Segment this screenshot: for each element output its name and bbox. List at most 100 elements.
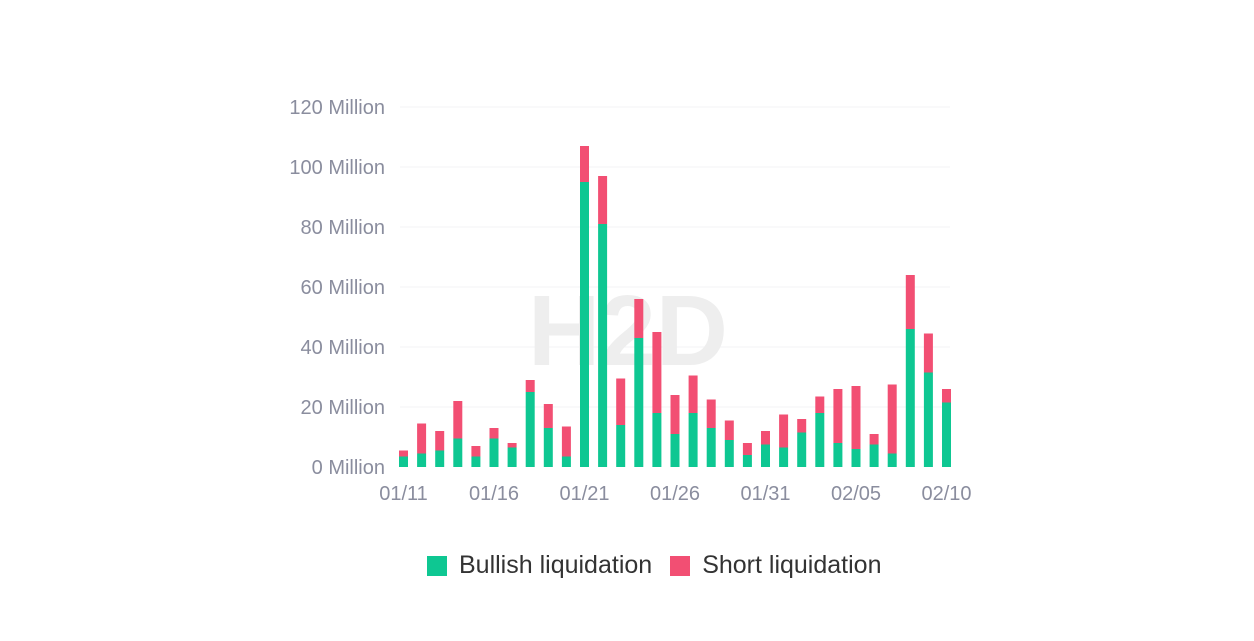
- bar-stack[interactable]: [851, 386, 861, 467]
- legend-swatch-bullish: [427, 555, 447, 576]
- bar-bullish[interactable]: [471, 456, 481, 468]
- bar-short[interactable]: [887, 384, 897, 454]
- bar-stack[interactable]: [761, 431, 770, 467]
- bar-short[interactable]: [598, 176, 608, 224]
- bar-stack[interactable]: [779, 414, 789, 468]
- bar-short[interactable]: [851, 386, 861, 449]
- bar-short[interactable]: [869, 434, 879, 445]
- bar-short[interactable]: [724, 420, 734, 441]
- bar-stack[interactable]: [688, 375, 698, 468]
- bar-bullish[interactable]: [833, 443, 843, 467]
- bar-short[interactable]: [833, 389, 843, 443]
- bar-bullish[interactable]: [724, 440, 734, 467]
- bar-bullish[interactable]: [887, 453, 897, 468]
- bar-short[interactable]: [543, 404, 553, 428]
- bar-short[interactable]: [742, 443, 752, 455]
- bar-bullish[interactable]: [453, 438, 463, 468]
- bar-stack[interactable]: [887, 384, 897, 468]
- bar-bullish[interactable]: [670, 434, 680, 467]
- bar-short[interactable]: [616, 378, 626, 426]
- bar-bullish[interactable]: [543, 428, 553, 467]
- bar-stack[interactable]: [724, 420, 734, 468]
- bar-short[interactable]: [815, 396, 825, 414]
- bar-stack[interactable]: [869, 434, 879, 468]
- bar-stack[interactable]: [507, 443, 517, 468]
- bar-bullish[interactable]: [706, 428, 716, 467]
- bar-bullish[interactable]: [869, 444, 879, 468]
- bar-bullish[interactable]: [942, 402, 951, 468]
- bar-stack[interactable]: [942, 389, 951, 467]
- bar-bullish[interactable]: [742, 455, 752, 467]
- bar-bullish[interactable]: [489, 438, 499, 468]
- bar-bullish[interactable]: [507, 447, 517, 468]
- y-tick-label: 40 Million: [301, 337, 385, 359]
- bar-stack[interactable]: [815, 396, 825, 468]
- bar-short[interactable]: [652, 332, 662, 413]
- bar-stack[interactable]: [598, 176, 608, 467]
- bar-stack[interactable]: [797, 419, 807, 468]
- bar-short[interactable]: [417, 423, 427, 454]
- bar-short[interactable]: [471, 446, 481, 457]
- bar-stack[interactable]: [525, 380, 535, 467]
- bar-stack[interactable]: [417, 423, 427, 468]
- bar-short[interactable]: [507, 443, 517, 448]
- bar-short[interactable]: [905, 275, 915, 329]
- bar-stack[interactable]: [435, 431, 445, 468]
- x-tick-label: 01/11: [379, 483, 428, 505]
- bar-short[interactable]: [779, 414, 789, 448]
- bar-stack[interactable]: [453, 401, 463, 468]
- bar-stack[interactable]: [652, 332, 662, 467]
- bar-bullish[interactable]: [923, 372, 933, 468]
- bar-bullish[interactable]: [905, 329, 915, 467]
- bar-short[interactable]: [399, 450, 408, 457]
- bar-bullish[interactable]: [417, 453, 427, 468]
- legend-item-short[interactable]: Short liquidation: [670, 551, 881, 580]
- bar-bullish[interactable]: [435, 450, 445, 468]
- bar-short[interactable]: [923, 333, 933, 373]
- bar-bullish[interactable]: [815, 413, 825, 467]
- bar-stack[interactable]: [399, 450, 408, 468]
- bar-stack[interactable]: [670, 395, 680, 467]
- bar-short[interactable]: [797, 419, 807, 433]
- bar-short[interactable]: [706, 399, 716, 429]
- bar-bullish[interactable]: [851, 449, 861, 467]
- bar-short[interactable]: [525, 380, 535, 392]
- bar-bullish[interactable]: [399, 456, 408, 468]
- bar-stack[interactable]: [923, 333, 933, 468]
- bar-short[interactable]: [634, 299, 644, 338]
- bar-stack[interactable]: [561, 426, 571, 468]
- bar-short[interactable]: [761, 431, 770, 445]
- bar-short[interactable]: [580, 146, 589, 182]
- bar-bullish[interactable]: [616, 425, 626, 467]
- bar-stack[interactable]: [616, 378, 626, 468]
- bar-stack[interactable]: [489, 428, 499, 468]
- bar-stack[interactable]: [471, 446, 481, 468]
- bar-short[interactable]: [435, 431, 445, 451]
- bar-bullish[interactable]: [525, 392, 535, 467]
- y-tick-label: 20 Million: [301, 397, 385, 419]
- bar-short[interactable]: [688, 375, 698, 414]
- bar-stack[interactable]: [634, 299, 644, 467]
- bar-bullish[interactable]: [561, 456, 571, 468]
- bar-bullish[interactable]: [634, 338, 644, 467]
- bar-short[interactable]: [489, 428, 499, 439]
- bar-stack[interactable]: [580, 146, 589, 467]
- bar-bullish[interactable]: [652, 413, 662, 467]
- bar-stack[interactable]: [706, 399, 716, 468]
- bar-stack[interactable]: [905, 275, 915, 467]
- bar-short[interactable]: [561, 426, 571, 457]
- bar-bullish[interactable]: [688, 413, 698, 467]
- bar-bullish[interactable]: [797, 432, 807, 468]
- bar-short[interactable]: [670, 395, 680, 434]
- bar-short[interactable]: [453, 401, 463, 439]
- chart-legend: Bullish liquidation Short liquidation: [427, 551, 899, 580]
- bar-bullish[interactable]: [580, 182, 589, 467]
- bar-stack[interactable]: [543, 404, 553, 467]
- bar-short[interactable]: [942, 389, 951, 403]
- bar-stack[interactable]: [742, 443, 752, 467]
- bar-bullish[interactable]: [761, 444, 770, 468]
- bar-bullish[interactable]: [598, 224, 608, 467]
- bar-bullish[interactable]: [779, 447, 789, 468]
- legend-item-bullish[interactable]: Bullish liquidation: [427, 551, 652, 580]
- bar-stack[interactable]: [833, 389, 843, 467]
